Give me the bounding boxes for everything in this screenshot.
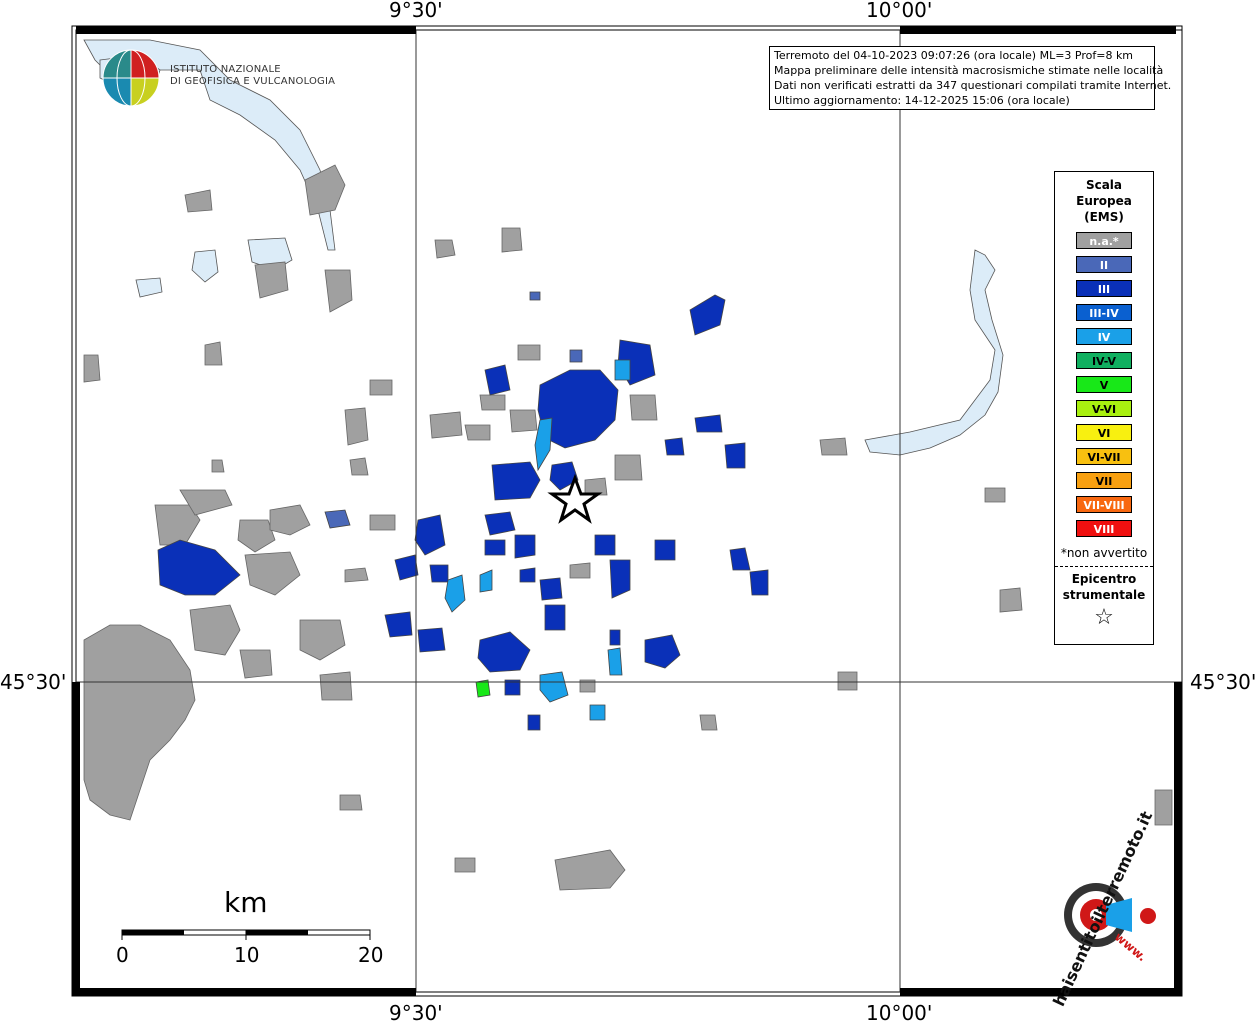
legend-note: *non avvertito	[1060, 546, 1148, 560]
legend-swatch-n-a: n.a.*	[1076, 232, 1132, 249]
scale-bar	[121, 929, 371, 940]
event-info-line-4: Ultimo aggiornamento: 14-12-2025 15:06 (…	[774, 94, 1070, 107]
lon-label-bottom-930: 9°30'	[389, 1001, 443, 1025]
event-info-line-2: Mappa preliminare delle intensità macros…	[774, 64, 1164, 77]
lon-label-top-1000: 10°00'	[866, 0, 933, 22]
ingv-line-1: ISTITUTO NAZIONALE	[170, 64, 281, 75]
lon-label-top-930: 9°30'	[389, 0, 443, 22]
legend-title-line-3: (EMS)	[1084, 210, 1124, 224]
municipalities-intensity-V	[475, 679, 491, 698]
legend-title-line-1: Scala	[1085, 178, 1123, 192]
legend-swatch-vi-vii: VI-VII	[1076, 448, 1132, 465]
legend-swatch-iv-v: IV-V	[1076, 352, 1132, 369]
legend-title: Scala Europea (EMS)	[1055, 177, 1153, 225]
legend-swatch-vi: VI	[1076, 424, 1132, 441]
scale-tick-20: 20	[358, 943, 384, 967]
legend-swatch-iii-iv: III-IV	[1076, 304, 1132, 321]
ingv-name: ISTITUTO NAZIONALE DI GEOFISICA E VULCAN…	[170, 64, 335, 88]
ingv-logo	[102, 49, 160, 107]
event-info-box: Terremoto del 04-10-2023 09:07:26 (ora l…	[769, 46, 1172, 110]
event-info-line-3: Dati non verificati estratti da 347 ques…	[774, 79, 1172, 92]
lat-label-left: 45°30'	[0, 670, 67, 694]
municipalities-intensity-IV	[444, 359, 631, 721]
epicenter-star	[547, 473, 603, 524]
legend-swatch-viii: VIII	[1076, 520, 1132, 537]
legend-swatch-vii: VII	[1076, 472, 1132, 489]
ems-legend: Scala Europea (EMS) n.a.* II III III-IV IV IV…	[1054, 171, 1154, 645]
legend-swatch-iv: IV	[1076, 328, 1132, 345]
graticule	[76, 30, 1182, 992]
scale-unit: km	[224, 886, 268, 919]
legend-swatch-vii-viii: VII-VIII	[1076, 496, 1132, 513]
legend-swatch-v: V	[1076, 376, 1132, 393]
legend-epicenter-line-2: strumentale	[1062, 588, 1146, 602]
ingv-line-2: DI GEOFISICA E VULCANOLOGIA	[170, 76, 336, 87]
municipalities-intensity-III	[157, 294, 769, 731]
lat-label-right: 45°30'	[1190, 670, 1256, 694]
scale-tick-10: 10	[234, 943, 260, 967]
legend-swatch-iii: III	[1076, 280, 1132, 297]
legend-swatch-ii: II	[1076, 256, 1132, 273]
scale-tick-0: 0	[116, 943, 129, 967]
lon-label-bottom-1000: 10°00'	[866, 1001, 933, 1025]
haisentito-logo	[1064, 883, 1156, 947]
legend-epicenter-label: Epicentro strumentale	[1055, 571, 1153, 603]
map-frame	[71, 25, 1183, 997]
event-info-line-1: Terremoto del 04-10-2023 09:07:26 (ora l…	[774, 49, 1134, 62]
legend-items: n.a.* II III III-IV IV IV-V V V-VI VI VI-VII VII VI…	[1055, 232, 1153, 537]
legend-title-line-2: Europea	[1076, 194, 1132, 208]
municipalities-not-felt	[83, 164, 1173, 891]
municipalities-intensity-II	[324, 291, 583, 529]
legend-star-icon: ☆	[1094, 605, 1114, 630]
legend-swatch-v-vi: V-VI	[1076, 400, 1132, 417]
legend-separator	[1055, 566, 1153, 567]
legend-epicenter-line-1: Epicentro	[1071, 572, 1137, 586]
